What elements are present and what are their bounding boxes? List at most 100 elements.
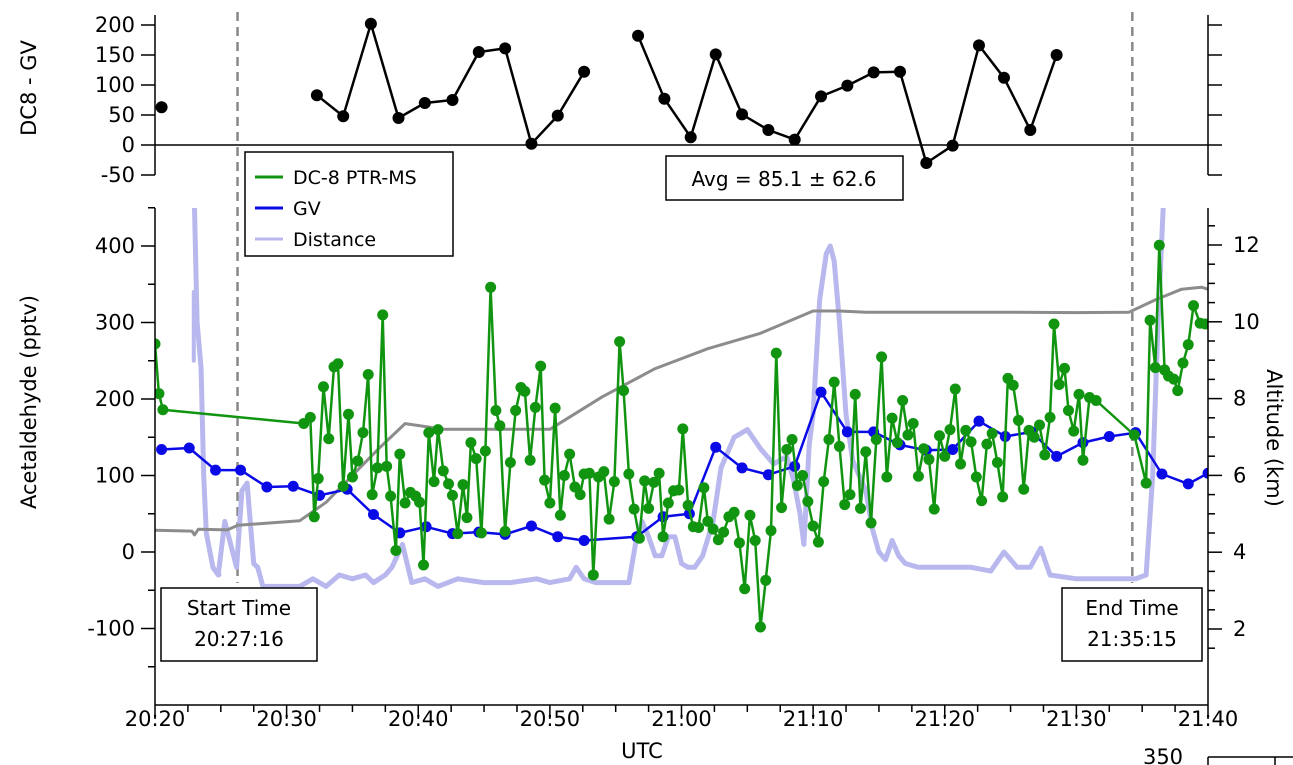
diff-point-0-0 (155, 101, 168, 114)
dc8-point-142 (997, 491, 1009, 503)
dc8-point-120 (881, 471, 893, 483)
x-tick-label: 20:30 (256, 707, 317, 731)
dc8-point-174 (1199, 318, 1208, 330)
dc8-point-70 (623, 468, 635, 480)
dc8-point-22 (390, 544, 402, 556)
dc8-point-93 (739, 583, 751, 595)
right-tick-label: 8 (1233, 387, 1246, 411)
left-tick-label: 100 (95, 464, 135, 488)
start-time-value: 20:27:16 (194, 627, 284, 651)
left-tick-label: 200 (95, 387, 135, 411)
diff-point-2-8 (841, 79, 854, 92)
gv-point-2 (210, 464, 222, 476)
diff-point-1-10 (578, 65, 591, 78)
legend-label-2: GV (293, 198, 321, 220)
dc8-point-161 (1128, 429, 1140, 441)
dc8-point-49 (519, 385, 531, 397)
gv-point-15 (552, 531, 564, 543)
dc8-point-126 (912, 470, 924, 482)
dc8-point-57 (558, 470, 570, 481)
diff-point-1-3 (392, 112, 405, 124)
dc8-point-136 (965, 436, 977, 448)
dc8-point-148 (1028, 431, 1040, 443)
legend: DC-8 PTR-MS GV Distance (244, 151, 454, 257)
dc8-point-72 (633, 532, 645, 544)
dc8-point-71 (628, 503, 640, 515)
diff-point-2-13 (972, 39, 985, 52)
series-line-dc8-minus-gv-3 (636, 34, 1058, 165)
dc8-point-19 (377, 309, 389, 321)
dc8-point-60 (574, 489, 586, 501)
dc8-point-8 (323, 433, 335, 445)
dc8-point-145 (1012, 414, 1024, 426)
series-line-distance (192, 208, 1166, 589)
dc8-point-74 (643, 502, 655, 514)
dc8-point-14 (352, 455, 364, 467)
dc8-point-36 (457, 479, 469, 491)
dc8-point-125 (907, 417, 919, 429)
dc8-point-82 (682, 499, 694, 511)
dc8-point-51 (529, 401, 541, 413)
dc8-point-131 (939, 450, 951, 462)
avg-box (665, 155, 904, 201)
dc8-point-172 (1188, 300, 1200, 312)
dc8-point-91 (728, 506, 740, 518)
dc8-point-155 (1062, 404, 1074, 416)
gv-point-37 (1156, 468, 1168, 480)
dc8-point-154 (1059, 362, 1071, 374)
gv-point-3 (235, 464, 247, 476)
dc8-point-10 (332, 358, 344, 370)
dc8-point-29 (423, 427, 435, 439)
dc8-point-11 (337, 480, 349, 492)
x-tick-label: 21:10 (783, 707, 844, 731)
diff-point-1-7 (499, 42, 512, 55)
dc8-point-156 (1068, 425, 1080, 437)
dc8-point-75 (648, 476, 660, 488)
diff-point-2-16 (1050, 49, 1063, 61)
gv-point-14 (525, 520, 537, 532)
left-tick-label: 0 (122, 540, 135, 564)
x-tick-label: 20:20 (125, 707, 186, 731)
dc8-point-37 (461, 512, 473, 524)
dc8-point-96 (754, 621, 766, 633)
dc8-point-47 (510, 404, 522, 416)
diff-point-2-1 (658, 92, 671, 105)
dc8-point-27 (414, 496, 426, 508)
start-time-box (160, 587, 318, 662)
top-tick-label: 150 (95, 43, 135, 67)
series-line-distance-extra-2 (214, 569, 222, 577)
dc8-point-46 (504, 456, 516, 468)
legend-label-3: Distance (293, 229, 376, 251)
gv-point-24 (815, 386, 827, 398)
dc8-point-81 (677, 423, 689, 435)
diff-point-2-9 (867, 66, 880, 79)
chart-background-layer (155, 12, 1208, 583)
dc8-point-162 (1140, 477, 1152, 489)
dc8-point-87 (707, 523, 719, 535)
chart-axes-layer: -100 0 100 200 300 400 2 4 6 8 10 12 -50 0 50 100 150 200… (17, 13, 1286, 763)
legend-label-1: DC-8 PTR-MS (293, 167, 417, 189)
dc8-point-44 (494, 420, 506, 432)
diff-point-2-6 (788, 133, 801, 146)
dc8-point-101 (781, 443, 793, 455)
dc8-point-84 (693, 522, 705, 534)
dc8-point-135 (960, 424, 972, 436)
dc8-point-42 (485, 281, 497, 293)
gv-point-39 (1202, 467, 1208, 479)
series-line-dc8-minus-gv-2 (315, 22, 586, 146)
dc8-point-15 (357, 427, 369, 439)
dc8-point-141 (991, 456, 1003, 468)
dc8-point-34 (446, 489, 458, 501)
dc8-point-149 (1034, 419, 1046, 431)
dc8-point-133 (949, 383, 961, 395)
dc8-point-12 (342, 408, 354, 420)
dc8-point-168 (1168, 373, 1180, 385)
dc8-point-150 (1039, 449, 1051, 461)
gv-point-38 (1182, 478, 1194, 490)
gv-point-30 (973, 415, 985, 427)
diff-point-1-1 (337, 110, 350, 123)
dc8-point-169 (1172, 385, 1184, 397)
top-tick-label: 100 (95, 73, 135, 97)
dc8-point-76 (653, 467, 665, 479)
dc8-point-50 (524, 454, 536, 466)
